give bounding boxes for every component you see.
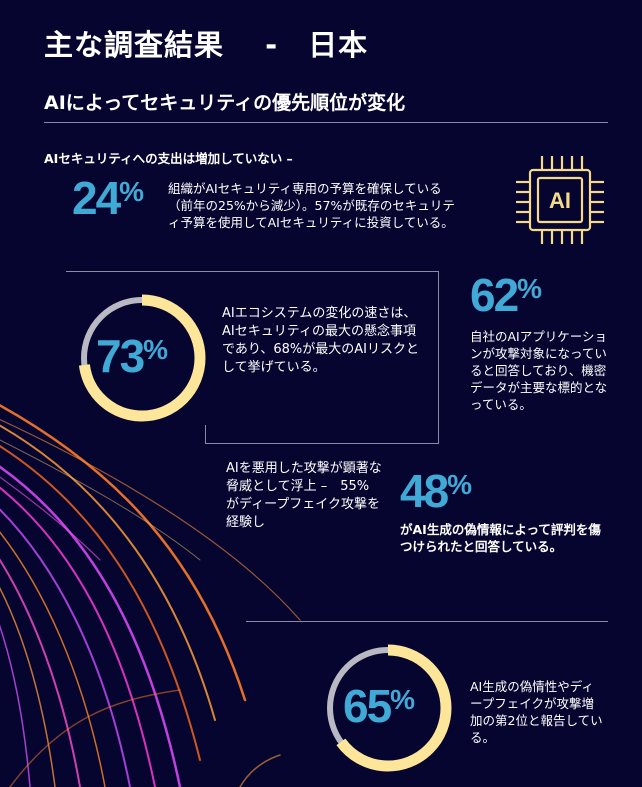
stat-65-ring bbox=[324, 644, 452, 772]
stat-62-unit: % bbox=[517, 273, 543, 304]
stat-65-text: AI生成の偽情性やディープフェイクが攻撃増加の第2位と報告している。 bbox=[470, 679, 603, 745]
divider-48-top bbox=[205, 443, 439, 444]
subtitle-divider bbox=[44, 122, 608, 123]
stat-48-figure: 48% bbox=[400, 468, 472, 514]
stat-62-text: 自社のAIアプリケーションが攻撃対象になっていると回答しており、機密データが主要… bbox=[470, 329, 608, 412]
divider-vertical-48 bbox=[205, 425, 206, 443]
stat-48-text: がAI生成の偽情報によって評判を傷つけられたと回答している。 bbox=[400, 522, 601, 554]
stat-48-left-text: AIを悪用した攻撃が顕著な脅威として浮上 – 55%がディープフェイク攻撃を経験… bbox=[226, 461, 382, 530]
stat-73-unit: % bbox=[143, 334, 169, 365]
chip-label: AI bbox=[549, 188, 571, 213]
ai-chip-icon: AI bbox=[516, 156, 604, 244]
stat-73-text: AIエコシステムの変化の速さは、AIセキュリティの最大の懸念事項であり、68%が… bbox=[222, 306, 419, 375]
divider-73-top bbox=[66, 271, 438, 272]
stat-73-value: 73 bbox=[96, 330, 145, 382]
stat-65-ring-fill bbox=[324, 644, 452, 772]
stat-24-unit: % bbox=[119, 176, 145, 207]
stat-24-value: 24 bbox=[72, 172, 121, 224]
section-subtitle: AIによってセキュリティの優先順位が変化 bbox=[44, 92, 406, 114]
stat-24-text: 組織がAIセキュリティ専用の予算を確保している（前年の25%から減少）。57%が… bbox=[168, 181, 455, 230]
divider-65-top bbox=[246, 621, 608, 622]
stat-65-unit: % bbox=[390, 684, 416, 715]
stat-62-value: 62 bbox=[470, 269, 519, 321]
stat-62-figure: 62% bbox=[470, 272, 542, 318]
stat-73-ring-fill bbox=[78, 294, 206, 422]
stat-65-figure: 65% bbox=[343, 683, 415, 729]
stat-24-lead: AIセキュリティへの支出は増加していない – bbox=[44, 151, 293, 166]
stat-73-figure: 73% bbox=[96, 333, 168, 379]
stat-65-value: 65 bbox=[343, 680, 392, 732]
stat-24-figure: 24% bbox=[72, 175, 144, 221]
stat-73-ring bbox=[78, 294, 206, 422]
page-title: 主な調査結果 - 日本 bbox=[44, 28, 369, 62]
stat-48-unit: % bbox=[447, 469, 473, 500]
divider-vertical-62 bbox=[438, 271, 439, 443]
stat-48-value: 48 bbox=[400, 465, 449, 517]
